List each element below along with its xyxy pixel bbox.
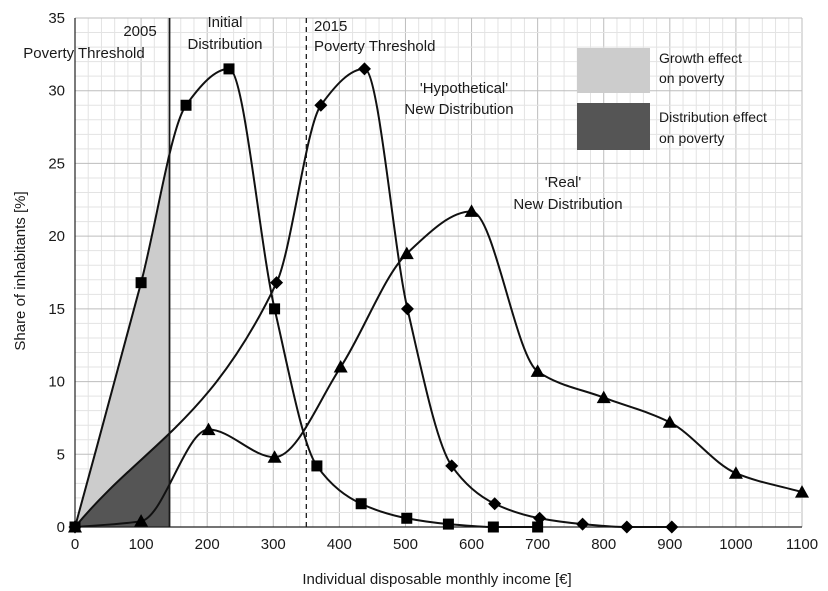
legend-swatch-distribution-effect xyxy=(577,103,650,150)
initial-distribution-label-1: Initial xyxy=(207,14,242,31)
triangle-marker xyxy=(134,514,149,527)
diamond-marker xyxy=(488,497,502,511)
x-axis-label: Individual disposable monthly income [€] xyxy=(302,571,571,588)
x-tick-label: 600 xyxy=(459,536,484,553)
triangle-marker xyxy=(728,466,743,479)
triangle-marker xyxy=(530,364,545,377)
x-tick-label: 1100 xyxy=(786,536,818,553)
legend-swatch-growth-effect xyxy=(577,48,650,93)
diamond-marker xyxy=(445,459,459,473)
square-marker xyxy=(180,99,192,111)
legend-label-distribution-1: Distribution effect xyxy=(659,109,767,125)
growth-effect-area xyxy=(75,154,170,527)
legend: Growth effect on poverty Distribution ef… xyxy=(577,48,767,150)
x-tick-label: 700 xyxy=(525,536,550,553)
x-tick-label: 200 xyxy=(195,536,220,553)
square-marker xyxy=(311,460,323,472)
y-tick-label: 35 xyxy=(48,10,65,27)
threshold-2015-year: 2015 xyxy=(314,18,347,35)
y-tick-label: 15 xyxy=(48,301,65,318)
initial-distribution-label-2: Distribution xyxy=(187,36,262,53)
data-markers xyxy=(68,62,809,534)
triangle-marker xyxy=(795,485,809,498)
diamond-marker xyxy=(533,511,547,525)
triangle-marker xyxy=(662,415,677,428)
y-tick-label: 20 xyxy=(48,228,65,245)
threshold-2005-label: Poverty Threshold xyxy=(23,45,144,62)
diamond-marker xyxy=(665,520,679,534)
y-tick-label: 5 xyxy=(57,446,65,463)
threshold-2005-year: 2005 xyxy=(123,23,156,40)
poverty-effect-areas xyxy=(75,154,170,527)
square-marker xyxy=(532,521,544,533)
y-tick-label: 0 xyxy=(57,519,65,536)
square-marker xyxy=(269,303,281,315)
diamond-marker xyxy=(400,302,414,316)
square-marker xyxy=(223,63,235,75)
x-tick-label: 800 xyxy=(591,536,616,553)
legend-label-growth-2: on poverty xyxy=(659,70,724,86)
triangle-marker xyxy=(464,204,479,217)
diamond-marker xyxy=(576,517,590,531)
real-distribution-label-1: 'Real' xyxy=(545,174,582,191)
square-marker xyxy=(355,498,367,510)
x-tick-label: 500 xyxy=(393,536,418,553)
y-axis-label: Share of inhabitants [%] xyxy=(12,191,29,350)
y-tick-label: 30 xyxy=(48,83,65,100)
triangle-marker xyxy=(68,520,82,533)
x-tick-label: 1000 xyxy=(719,536,752,553)
x-tick-label: 400 xyxy=(327,536,352,553)
triangle-marker xyxy=(596,390,611,404)
axis-tick-labels: 0 100 200 300 400 500 600 700 800 900 1000 1100 0 5 10… xyxy=(48,10,818,553)
triangle-marker xyxy=(267,450,282,463)
plot-frame xyxy=(74,18,802,528)
diamond-marker xyxy=(270,276,284,290)
square-marker xyxy=(401,512,413,524)
triangle-marker xyxy=(333,360,348,373)
hypothetical-distribution-label-1: 'Hypothetical' xyxy=(420,80,508,97)
triangle-marker xyxy=(399,246,414,260)
real-distribution-curve xyxy=(74,210,803,528)
y-tick-label: 25 xyxy=(48,155,65,172)
triangle-marker xyxy=(201,422,216,436)
grid-lines xyxy=(74,17,803,528)
legend-label-growth-1: Growth effect xyxy=(659,50,742,66)
hypothetical-distribution-label-2: New Distribution xyxy=(404,101,513,118)
x-tick-label: 300 xyxy=(261,536,286,553)
square-marker xyxy=(487,521,499,533)
diamond-marker xyxy=(314,98,328,112)
x-tick-label: 0 xyxy=(71,536,79,553)
y-tick-label: 10 xyxy=(48,374,65,391)
diamond-marker xyxy=(620,520,634,534)
threshold-2015-label: Poverty Threshold xyxy=(314,38,435,55)
square-marker xyxy=(135,277,147,289)
x-tick-label: 900 xyxy=(657,536,682,553)
legend-label-distribution-2: on poverty xyxy=(659,130,724,146)
threshold-lines xyxy=(168,18,307,527)
diamond-marker xyxy=(357,62,371,76)
real-distribution-label-2: New Distribution xyxy=(513,196,622,213)
square-marker xyxy=(442,518,454,530)
x-tick-label: 100 xyxy=(129,536,154,553)
